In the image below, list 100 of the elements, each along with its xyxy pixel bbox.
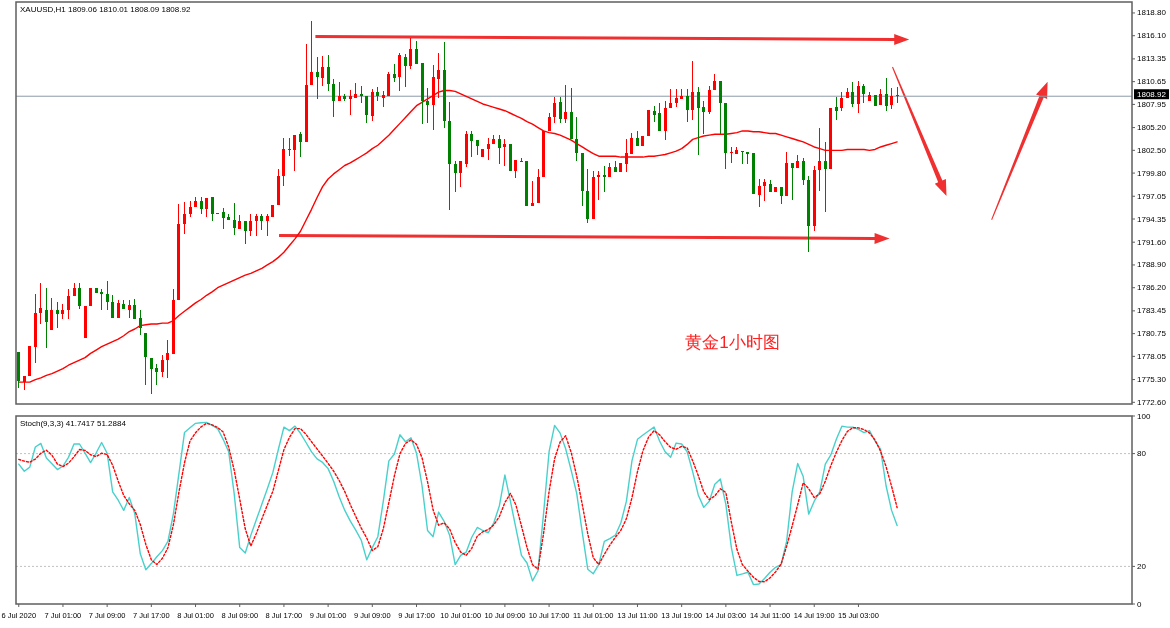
candlestick (244, 221, 247, 244)
candlestick (222, 207, 225, 229)
y-tick-label: 1816.10 (1137, 31, 1167, 41)
candlestick (39, 282, 42, 324)
y-tick-label: 1807.95 (1137, 99, 1167, 109)
candlestick (155, 364, 158, 386)
annotation: 黄金1小时图 (685, 333, 780, 353)
candlestick (851, 82, 854, 107)
candlestick (144, 333, 147, 385)
candlestick (625, 139, 628, 173)
candlestick (454, 161, 457, 193)
candlestick (514, 160, 517, 179)
y-tick-label: 0 (1137, 599, 1142, 609)
candlestick (376, 87, 379, 102)
candlestick (614, 161, 617, 173)
candlestick (564, 84, 567, 123)
candlestick (758, 178, 761, 207)
candlestick (780, 186, 783, 205)
candlestick (205, 197, 208, 217)
candlestick (719, 81, 722, 135)
y-tick-label: 1783.45 (1137, 306, 1167, 316)
candlestick (647, 109, 650, 136)
candlestick (868, 92, 871, 102)
candlestick (465, 130, 468, 168)
candlestick (669, 88, 672, 109)
candlestick (824, 141, 827, 212)
candlestick (233, 203, 236, 235)
candlestick (111, 295, 114, 319)
candlestick (161, 355, 164, 378)
candlestick (448, 102, 451, 211)
candlestick (791, 162, 794, 201)
candlestick (537, 168, 540, 204)
candlestick (774, 187, 777, 193)
candlestick (321, 55, 324, 87)
candlestick (34, 293, 37, 363)
ref-line-label: 1808.92 (1137, 89, 1167, 99)
candlestick (542, 130, 545, 178)
candlestick (266, 213, 269, 237)
candlestick (476, 140, 479, 156)
candlestick (603, 165, 606, 193)
candlestick (586, 168, 589, 223)
candlestick (498, 135, 501, 164)
candlestick (746, 152, 749, 164)
candlestick (735, 146, 738, 154)
candlestick (592, 170, 595, 220)
candlestick (227, 213, 230, 221)
candlestick (305, 44, 308, 142)
candlestick (271, 205, 274, 217)
candlestick (327, 55, 330, 92)
candlestick (354, 82, 357, 99)
candlestick (189, 200, 192, 217)
candlestick (371, 88, 374, 121)
candlestick (697, 87, 700, 156)
candlestick (67, 289, 70, 319)
y-tick-label: 1818.80 (1137, 8, 1167, 18)
candlestick (702, 101, 705, 135)
candlestick (487, 137, 490, 160)
candlestick (741, 151, 744, 164)
y-tick-label: 1791.60 (1137, 237, 1167, 247)
y-tick-label: 1802.50 (1137, 145, 1167, 155)
y-tick-label: 1788.90 (1137, 260, 1167, 270)
candlestick (293, 135, 296, 171)
candlestick (316, 56, 319, 99)
candlestick (874, 94, 877, 106)
candlestick (122, 299, 125, 309)
candlestick (581, 152, 584, 206)
candlestick (95, 287, 98, 293)
candlestick (172, 288, 175, 355)
candlestick (238, 215, 241, 229)
candlestick (45, 287, 48, 349)
candlestick (597, 170, 600, 201)
candlestick (785, 152, 788, 196)
candlestick (50, 297, 53, 330)
candlestick (139, 310, 142, 335)
candlestick (150, 357, 153, 394)
candlestick (724, 103, 727, 169)
y-tick-label: 1813.35 (1137, 54, 1167, 64)
candlestick (481, 149, 484, 158)
candlestick (575, 117, 578, 162)
candlestick (818, 128, 821, 191)
candlestick (680, 88, 683, 99)
candlestick (796, 154, 799, 169)
candlestick (277, 168, 280, 206)
candlestick (73, 282, 76, 297)
candlestick (360, 86, 363, 104)
candlestick (525, 161, 528, 206)
candlestick (619, 162, 622, 173)
candlestick (752, 152, 755, 195)
candlestick (288, 137, 291, 157)
candlestick (630, 132, 633, 154)
y-tick-label: 20 (1137, 561, 1147, 571)
candlestick (769, 179, 772, 193)
chart-title: Stoch(9,3,3) 41.7417 51.2884 (20, 419, 127, 428)
candlestick (56, 302, 59, 329)
candlestick (879, 88, 882, 105)
y-tick-label: 1778.05 (1137, 351, 1167, 361)
candlestick (426, 87, 429, 124)
y-tick-label: 1775.30 (1137, 375, 1167, 385)
candlestick (183, 201, 186, 234)
candlestick (404, 54, 407, 88)
